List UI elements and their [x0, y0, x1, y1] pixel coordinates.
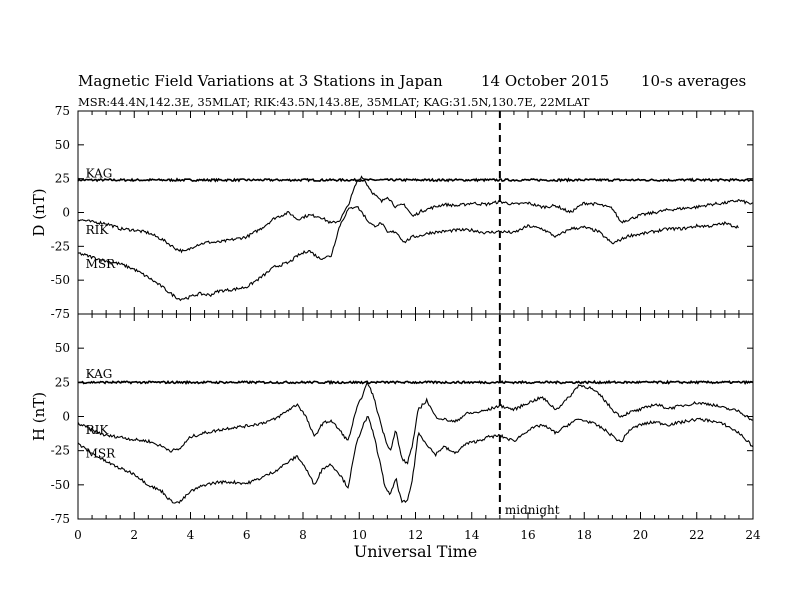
station-label-msr: MSR: [86, 446, 117, 460]
y-axis-label: D (nT): [30, 188, 48, 236]
series-line-msr: [77, 206, 739, 302]
y-tick-label: 25: [55, 172, 70, 186]
x-tick-label: 22: [689, 528, 704, 542]
series-line-msr: [77, 416, 754, 504]
x-tick-label: 6: [243, 528, 251, 542]
chart-title: Magnetic Field Variations at 3 Stations …: [78, 72, 443, 90]
series-line-rik: [77, 175, 754, 254]
panel-frame: [77, 110, 754, 315]
y-tick-label: -25: [51, 239, 70, 253]
series-line-kag: [77, 177, 754, 183]
y-tick-label: -50: [51, 273, 70, 287]
x-tick-label: 18: [577, 528, 592, 542]
station-label-kag: KAG: [86, 367, 113, 381]
y-tick-label: -50: [51, 478, 70, 492]
midnight-label: midnight: [505, 503, 560, 517]
station-label-rik: RIK: [86, 223, 110, 237]
series-line-kag: [77, 379, 754, 386]
y-tick-label: 75: [55, 104, 70, 118]
x-tick-label: 0: [74, 528, 82, 542]
x-tick-label: 12: [408, 528, 423, 542]
x-axis-label: Universal Time: [354, 542, 477, 561]
x-tick-label: 2: [130, 528, 138, 542]
x-tick-label: 14: [464, 528, 480, 542]
y-tick-label: 25: [55, 375, 70, 389]
x-tick-label: 4: [187, 528, 195, 542]
chart-date: 14 October 2015: [481, 72, 610, 90]
y-tick-label: 50: [55, 138, 70, 152]
chart-averaging: 10-s averages: [641, 72, 747, 90]
station-label-rik: RIK: [86, 423, 110, 437]
y-axis-label: H (nT): [30, 392, 48, 441]
y-tick-label: -75: [51, 307, 70, 321]
y-tick-label: 0: [62, 206, 70, 220]
station-label-kag: KAG: [86, 166, 113, 180]
x-tick-label: 16: [520, 528, 535, 542]
x-tick-label: 20: [633, 528, 648, 542]
x-tick-label: 24: [745, 528, 761, 542]
station-label-msr: MSR: [86, 257, 117, 271]
x-tick-label: 10: [352, 528, 367, 542]
series-line-rik: [77, 380, 754, 465]
panel-frame: [77, 313, 754, 520]
y-tick-label: -75: [51, 512, 70, 526]
chart-subtitle: MSR:44.4N,142.3E, 35MLAT; RIK:43.5N,143.…: [78, 95, 590, 109]
y-tick-label: 0: [62, 410, 70, 424]
y-tick-label: 50: [55, 341, 70, 355]
y-tick-label: -25: [51, 444, 70, 458]
x-tick-label: 8: [299, 528, 307, 542]
